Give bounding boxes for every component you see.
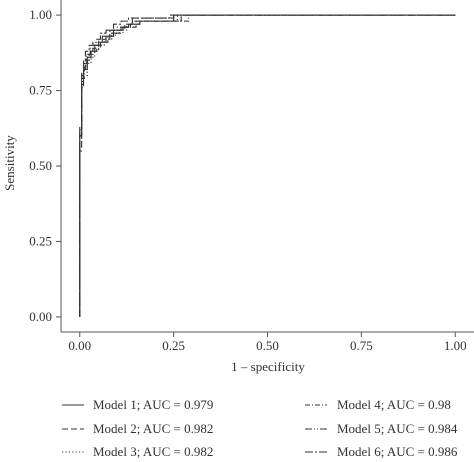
y-axis-label: Sensitivity	[2, 135, 17, 191]
legend-label-model-6: Model 6; AUC = 0.986	[337, 444, 458, 459]
roc-curve-model-1	[79, 14, 456, 317]
roc-curve-model-4	[79, 14, 456, 317]
x-tick-label: 0.75	[350, 338, 373, 353]
axes	[56, 0, 474, 337]
y-tick-label: 0.75	[29, 83, 52, 98]
legend-label-model-2: Model 2; AUC = 0.982	[93, 421, 213, 436]
x-tick-label: 0.00	[68, 338, 91, 353]
y-tick-label: 1.00	[29, 7, 52, 22]
y-tick-label: 0.00	[29, 309, 52, 324]
roc-curve-model-5	[79, 14, 456, 317]
tick-labels: 0.00 0.25 0.50 0.75 1.00 0.00 0.25 0.50 0.75 1.00	[29, 7, 466, 353]
x-axis-label: 1 – specificity	[231, 359, 305, 374]
y-tick-label: 0.25	[29, 233, 52, 248]
legend-label-model-4: Model 4; AUC = 0.98	[337, 397, 451, 412]
legend-label-model-5: Model 5; AUC = 0.984	[337, 421, 458, 436]
roc-curve-model-3	[79, 14, 456, 317]
x-tick-label: 0.25	[162, 338, 185, 353]
x-tick-label: 0.50	[256, 338, 279, 353]
legend-label-model-3: Model 3; AUC = 0.982	[93, 444, 213, 459]
y-tick-label: 0.50	[29, 158, 52, 173]
roc-curve-model-6	[79, 14, 456, 317]
x-tick-label: 1.00	[444, 338, 467, 353]
legend-label-model-1: Model 1; AUC = 0.979	[93, 397, 213, 412]
legend: Model 1; AUC = 0.979 Model 2; AUC = 0.982…	[62, 397, 458, 459]
roc-curve-model-2	[79, 14, 456, 317]
roc-curves	[79, 14, 456, 317]
